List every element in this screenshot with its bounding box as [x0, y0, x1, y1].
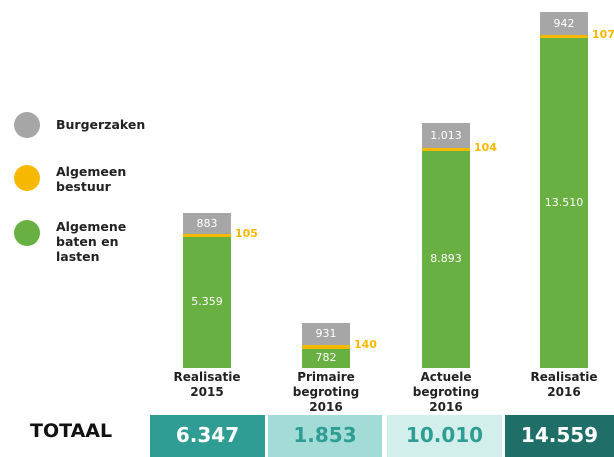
total-value: 1.853 [293, 423, 357, 447]
value-label: 883 [196, 216, 218, 230]
value-label: 942 [553, 16, 575, 30]
bar-segment [302, 345, 350, 349]
bar-segment [422, 123, 470, 148]
legend-label: Algemene baten en lasten [56, 219, 127, 264]
total-value: 6.347 [175, 423, 240, 447]
bar-segment [540, 35, 588, 38]
value-label: 13.510 [544, 195, 584, 209]
bar-segment [302, 322, 350, 346]
bar-segment [302, 348, 350, 368]
category-label: Realisatie 2016 [530, 370, 598, 399]
value-label: 8.893 [430, 252, 462, 266]
legend-label: Burgerzaken [56, 117, 146, 132]
value-label: 782 [315, 351, 337, 365]
legend-swatch [14, 165, 40, 191]
total-box [505, 415, 614, 457]
bar-segment [183, 212, 231, 235]
bar-segment [540, 12, 588, 36]
value-label: 1.013 [430, 128, 462, 142]
value-label: 107 [592, 28, 614, 42]
value-label: 931 [315, 327, 337, 341]
value-label: 140 [354, 338, 377, 352]
bar-segment [540, 37, 588, 368]
legend-swatch [14, 112, 40, 138]
total-value: 14.559 [520, 423, 599, 447]
value-label: 104 [474, 141, 497, 154]
total-box [387, 415, 502, 457]
legend-label: Algemeen bestuur [56, 164, 127, 194]
legend-swatch [14, 220, 40, 246]
category-label: Primaire begroting 2016 [292, 370, 360, 414]
total-value: 10.010 [405, 423, 484, 447]
total-box [150, 415, 265, 457]
bar-segment [422, 148, 470, 151]
bar-segment [183, 234, 231, 237]
category-label: Actuele begroting 2016 [412, 370, 480, 414]
value-label: 5.359 [191, 295, 223, 309]
bar-segment [183, 236, 231, 368]
totals-label: TOTAAL [30, 420, 113, 442]
category-label: Realisatie 2015 [173, 370, 241, 399]
value-label: 105 [235, 227, 258, 241]
total-box [268, 415, 382, 457]
bar-segment [422, 150, 470, 368]
